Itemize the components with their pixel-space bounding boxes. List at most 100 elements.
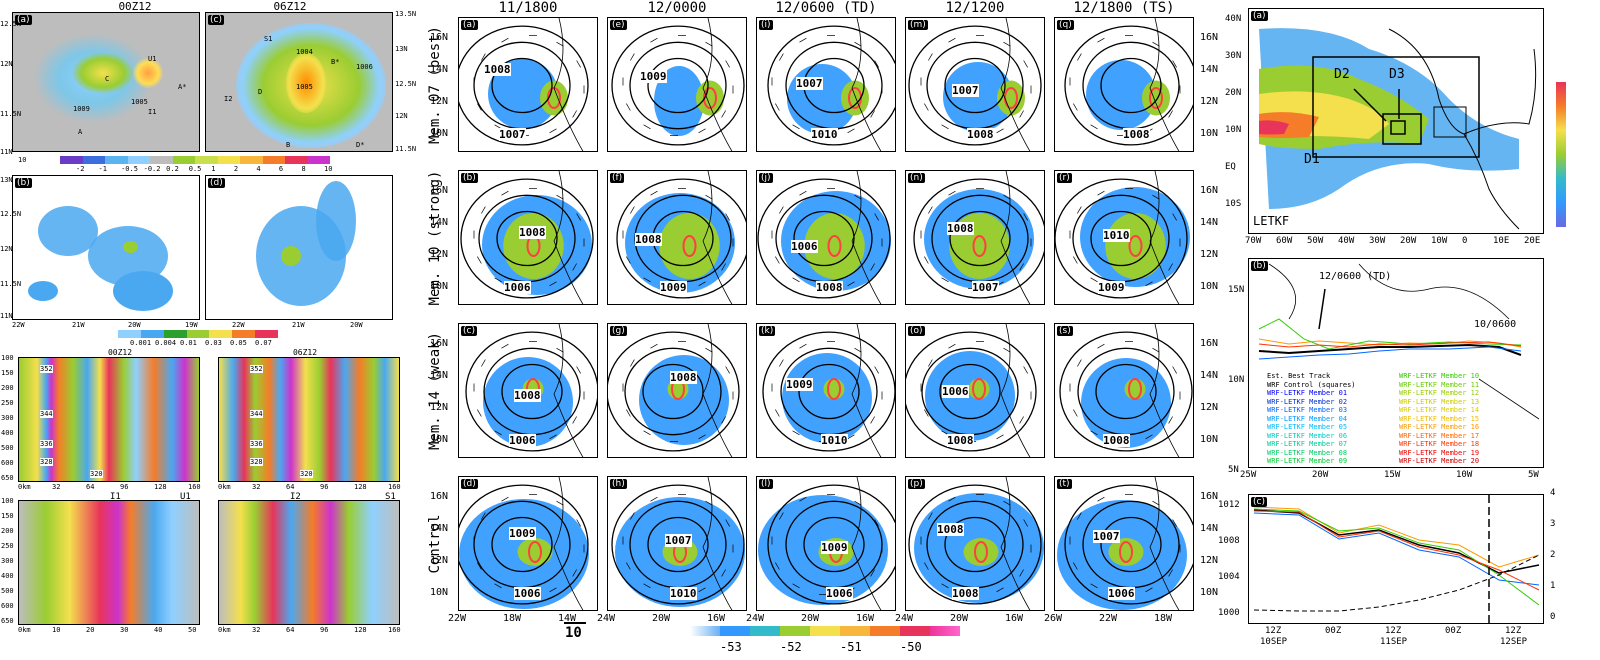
colorbar-tick: 2: [233, 165, 239, 173]
lat-tick-left: 14N: [430, 64, 449, 75]
theta-label: 336: [250, 440, 263, 448]
left-colorbar-1: [60, 156, 330, 164]
column-title: 12/1800 (TS): [1073, 0, 1175, 16]
panel-label: (d): [461, 479, 478, 489]
panel-label: (p): [908, 479, 925, 489]
section-end-label: S1: [385, 492, 396, 502]
vector-ref-label: 10: [18, 156, 27, 164]
point-label: D*: [356, 141, 365, 149]
map-lat-tick: 20N: [1225, 88, 1242, 98]
isobar-label: 1010: [670, 587, 697, 600]
lat-tick: 11.5N: [0, 280, 22, 288]
map-lat-tick: EQ: [1225, 162, 1236, 172]
left-title-a: 00Z12: [118, 0, 152, 13]
left-panel-d: (d): [205, 175, 393, 320]
lat-tick: 11.5N: [395, 145, 417, 153]
left-panel-a: (a) U1 A* C I1 A 1009 1005: [12, 12, 200, 152]
time-tick: 12Z: [1265, 626, 1282, 636]
legend-entry: WRF-LETKF Member 02: [1267, 397, 1348, 406]
point-label: C: [105, 75, 110, 83]
lon-tick: 19W: [185, 321, 198, 329]
isobar-label: 1008: [947, 222, 974, 235]
panel-contours: [611, 18, 745, 151]
pressure-tick: 300: [1, 414, 14, 422]
distance-tick: 64: [286, 626, 295, 634]
lat-tick: 13N: [0, 176, 13, 184]
plot-panel: (m) 1008 1007: [905, 17, 1045, 152]
colorbar-tick: -1: [98, 165, 107, 173]
panel-contours: [1059, 324, 1193, 457]
distance-tick: 32: [52, 483, 61, 491]
pressure-tick: 650: [1, 474, 14, 482]
plot-panel: (p) 1008 1008: [905, 476, 1045, 611]
isobar-label: 1007: [952, 84, 979, 97]
lat-tick-left: 14N: [430, 370, 449, 381]
theta-label: 344: [40, 410, 53, 418]
pressure-tick: 250: [1, 542, 14, 550]
column-title: 12/0000: [647, 0, 707, 16]
map-lon-tick: 20W: [1400, 236, 1417, 246]
distance-tick: 160: [388, 483, 401, 491]
legend-entry: WRF-LETKF Member 20: [1399, 457, 1480, 465]
column-title: 12/0600 (TD): [775, 0, 877, 16]
point-label: S1: [264, 35, 273, 43]
lon-tick: 26W: [1044, 613, 1063, 624]
lat-tick-left: 16N: [430, 185, 449, 196]
isobar-label: 1008: [514, 389, 541, 402]
pressure-tick: 600: [1, 459, 14, 467]
isobar-label: 1006: [1108, 587, 1135, 600]
point-label: A: [78, 128, 83, 136]
plot-panel: (o) 1008 1006: [905, 323, 1045, 458]
distance-tick: 96: [120, 483, 129, 491]
map-lon-tick: 40W: [1338, 236, 1355, 246]
panel-label: (i): [759, 20, 773, 30]
isobar-label: 1008: [484, 63, 511, 76]
colorbar-tick: -0.2: [143, 165, 161, 173]
distance-tick: 0km: [18, 626, 31, 634]
isobar-label: 1008: [1103, 434, 1130, 447]
contour-label: 1004: [296, 48, 313, 56]
legend-entry: WRF-LETKF Member 04: [1267, 414, 1348, 423]
legend-entry: Est. Best Track: [1267, 372, 1331, 380]
colorbar-tick: -52: [780, 640, 802, 654]
lat-tick-right: 12N: [1200, 249, 1219, 260]
lat-tick-left: 10N: [430, 281, 449, 292]
isobar-label: 1007: [499, 128, 526, 141]
lat-tick-right: 14N: [1200, 217, 1219, 228]
panel-contours: [757, 171, 891, 304]
distance-tick: 96: [320, 626, 329, 634]
right-panel-c-pressure: (c): [1248, 494, 1544, 624]
plot-panel: (a) 1007 1008: [458, 17, 598, 152]
lon-tick: 16W: [707, 613, 726, 624]
panel-label: (c): [461, 326, 477, 336]
plot-panel: (t) 1006 1007: [1054, 476, 1194, 611]
lat-tick: 11N: [0, 148, 13, 156]
plot-panel: (k) 1010 1009: [756, 323, 896, 458]
distance-tick: 20: [86, 626, 95, 634]
lon-tick: 24W: [746, 613, 765, 624]
theta-label: 320: [90, 470, 103, 478]
lat-tick-right: 10N: [1200, 128, 1219, 139]
right-axis-tick: 0: [1550, 612, 1556, 622]
isobar-label: 1008: [816, 281, 843, 294]
isobar-label: 1008: [947, 434, 974, 447]
map-lon-tick: 20E: [1524, 236, 1541, 246]
track-lon-tick: 15W: [1384, 470, 1401, 480]
right-panel-a-map: (a) D2 D3 D1 LETKF: [1248, 8, 1544, 234]
lon-tick: 18W: [1154, 613, 1173, 624]
legend-entry: WRF-LETKF Member 14: [1399, 406, 1480, 414]
lat-tick-left: 12N: [430, 555, 449, 566]
isobar-label: 1008: [1123, 128, 1150, 141]
plot-panel: (e) 1009: [607, 17, 747, 152]
lon-tick: 20W: [350, 321, 363, 329]
lat-tick-left: 10N: [430, 587, 449, 598]
panel-label: (a): [1251, 11, 1268, 21]
domain-label: D3: [1389, 67, 1405, 82]
right-panel-b-track: (b) 12/0600 (TD) 10/0600 Est. Best Track…: [1248, 258, 1544, 468]
pressure-tick: 200: [1, 527, 14, 535]
theta-label: 352: [250, 365, 263, 373]
map-lat-tick: 40N: [1225, 14, 1242, 24]
left-panel-b: (b): [12, 175, 200, 320]
lat-tick: 11N: [0, 312, 13, 320]
pressure-tick: 400: [1, 429, 14, 437]
